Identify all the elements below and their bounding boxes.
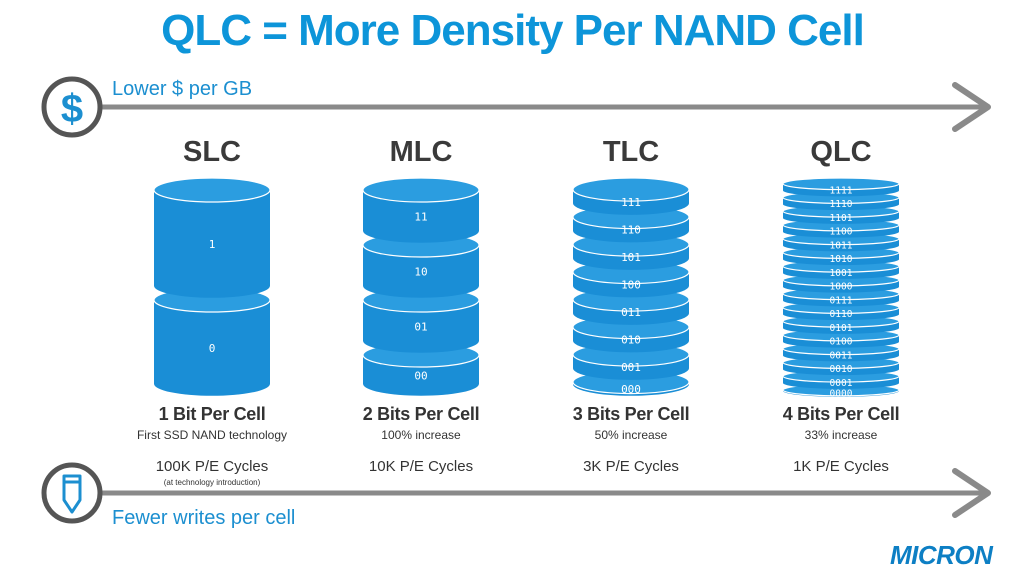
qlc-level-label: 1111 xyxy=(830,185,853,196)
micron-logo: MICRON xyxy=(890,540,993,570)
slc-level-label: 1 xyxy=(209,238,216,251)
tlc-level-label: 111 xyxy=(621,196,641,209)
slc-cycles-note: (at technology introduction) xyxy=(163,478,261,487)
qlc-level-label: 0110 xyxy=(830,309,853,320)
qlc-level-label: 1101 xyxy=(830,213,853,224)
mlc-level-label: 00 xyxy=(414,369,427,382)
qlc-level-label: 1110 xyxy=(830,199,853,210)
slc-disk xyxy=(154,288,270,396)
mlc-level-label: 10 xyxy=(414,265,427,278)
tlc-level-label: 001 xyxy=(621,361,641,374)
slc-cycles: 100K P/E Cycles xyxy=(155,458,269,475)
tlc-level-label: 101 xyxy=(621,251,641,264)
qlc-level-label: 0000 xyxy=(830,389,853,400)
mlc-bits: 2 Bits Per Cell xyxy=(362,404,480,424)
qlc-level-label: 0111 xyxy=(830,295,853,306)
tlc-bits: 3 Bits Per Cell xyxy=(572,404,690,424)
page-title: QLC = More Density Per NAND Cell xyxy=(161,6,865,55)
qlc-note: 33% increase xyxy=(804,428,878,442)
qlc-level-label: 0001 xyxy=(830,378,853,389)
qlc-level-label: 0010 xyxy=(830,364,853,375)
top-axis-label: Lower $ per GB xyxy=(112,78,253,100)
qlc-level-label: 0011 xyxy=(830,350,853,361)
dollar-icon: $ xyxy=(41,76,103,138)
qlc-bits: 4 Bits Per Cell xyxy=(782,404,900,424)
slc-disk xyxy=(154,178,270,298)
tlc-level-label: 011 xyxy=(621,306,641,319)
qlc-level-label: 1100 xyxy=(830,227,853,238)
cell-stacks: 0100011011000001010011100101110111000000… xyxy=(153,177,900,400)
slc-disk-top xyxy=(153,177,271,203)
mlc-level-label: 01 xyxy=(414,320,427,333)
bottom-arrow-head xyxy=(952,468,991,518)
qlc-level-label: 0100 xyxy=(830,337,853,348)
mlc-cylinder: 00 01 10 11 xyxy=(362,177,480,396)
tlc-cylinder: 000 001 010 011 100 101 110 111 xyxy=(572,177,690,396)
qlc-level-label: 0101 xyxy=(830,323,853,334)
slc-bits: 1 Bit Per Cell xyxy=(158,404,266,424)
mlc-note: 100% increase xyxy=(381,428,461,442)
tlc-level-label: 110 xyxy=(621,224,641,237)
tlc-disk-top xyxy=(572,177,690,202)
mlc-disk-top xyxy=(362,177,480,203)
qlc-level-label: 1001 xyxy=(830,268,853,279)
slc-note: First SSD NAND technology xyxy=(136,428,288,442)
tlc-cycles: 3K P/E Cycles xyxy=(583,458,679,475)
slc-level-label: 0 xyxy=(209,342,216,355)
qlc-disk-top xyxy=(782,177,900,191)
qlc-level-label: 1010 xyxy=(830,254,853,265)
mlc-title: MLC xyxy=(389,136,453,168)
tlc-note: 50% increase xyxy=(594,428,668,442)
slc-title: SLC xyxy=(183,136,241,168)
qlc-cycles: 1K P/E Cycles xyxy=(793,458,889,475)
bottom-axis-label: Fewer writes per cell xyxy=(112,507,296,529)
mlc-cycles: 10K P/E Cycles xyxy=(368,458,474,475)
tlc-level-label: 010 xyxy=(621,334,641,347)
tlc-level-label: 000 xyxy=(621,383,641,396)
qlc-title: QLC xyxy=(810,136,872,168)
qlc-level-label: 1000 xyxy=(830,282,853,293)
slc-cylinder: 01 xyxy=(153,177,271,396)
pencil-icon xyxy=(41,462,103,524)
svg-text:$: $ xyxy=(61,87,83,131)
qlc-level-label: 1011 xyxy=(830,240,853,251)
mlc-level-label: 11 xyxy=(414,210,427,223)
tlc-title: TLC xyxy=(602,136,660,168)
tlc-level-label: 100 xyxy=(621,279,641,292)
top-arrow-head xyxy=(952,82,991,132)
